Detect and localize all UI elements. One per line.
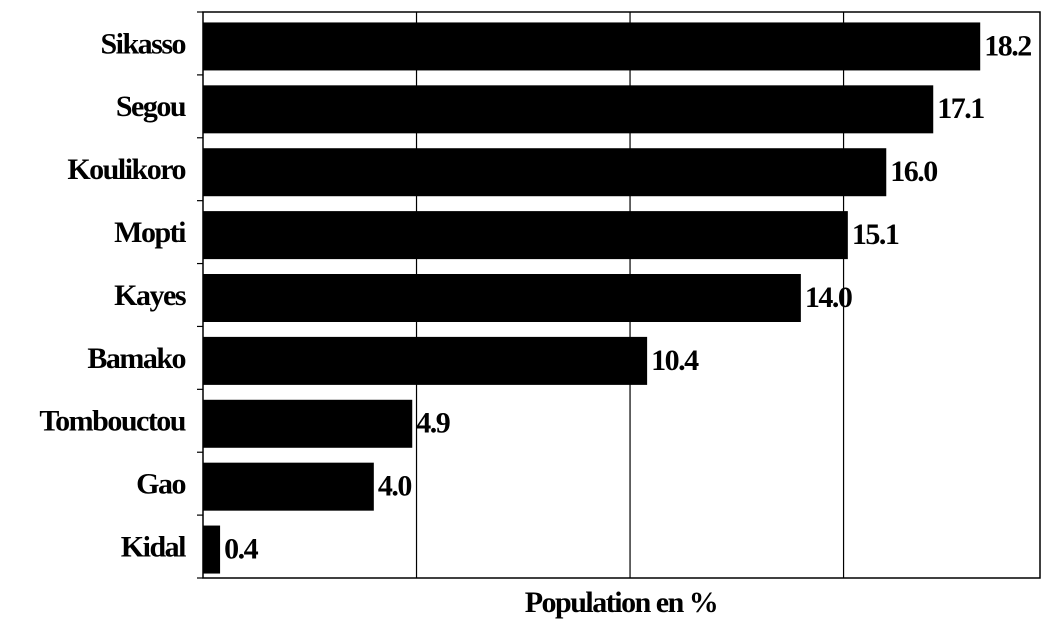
value-label: 14.0 [805,281,852,314]
value-label: 15.1 [852,218,899,251]
y-tick-label: Tombouctou [39,405,185,438]
y-tick-label: Koulikoro [67,153,185,186]
bar [203,462,374,511]
value-label: 10.4 [651,344,699,377]
x-axis-label: Population en % [525,586,718,619]
y-tick-label: Kayes [114,279,186,312]
value-label: 4.0 [378,470,412,503]
bar [203,211,848,260]
bar [203,148,887,197]
bar [203,85,934,134]
y-tick-label: Sikasso [100,27,185,60]
bar [203,22,981,71]
bar [203,336,648,385]
y-tick-label: Gao [136,468,185,501]
value-label: 18.2 [984,29,1031,62]
y-tick-label: Mopti [114,216,186,249]
bar [203,274,801,322]
y-tick-label: Segou [116,90,186,123]
y-tick-label: Kidal [121,530,186,563]
y-tick-label: Bamako [87,342,185,375]
value-label: 16.0 [890,155,937,188]
bar [203,525,221,574]
value-label: 17.1 [937,92,984,125]
value-label: 4.9 [416,407,450,440]
value-label: 0.4 [224,532,259,565]
bar [203,399,413,448]
